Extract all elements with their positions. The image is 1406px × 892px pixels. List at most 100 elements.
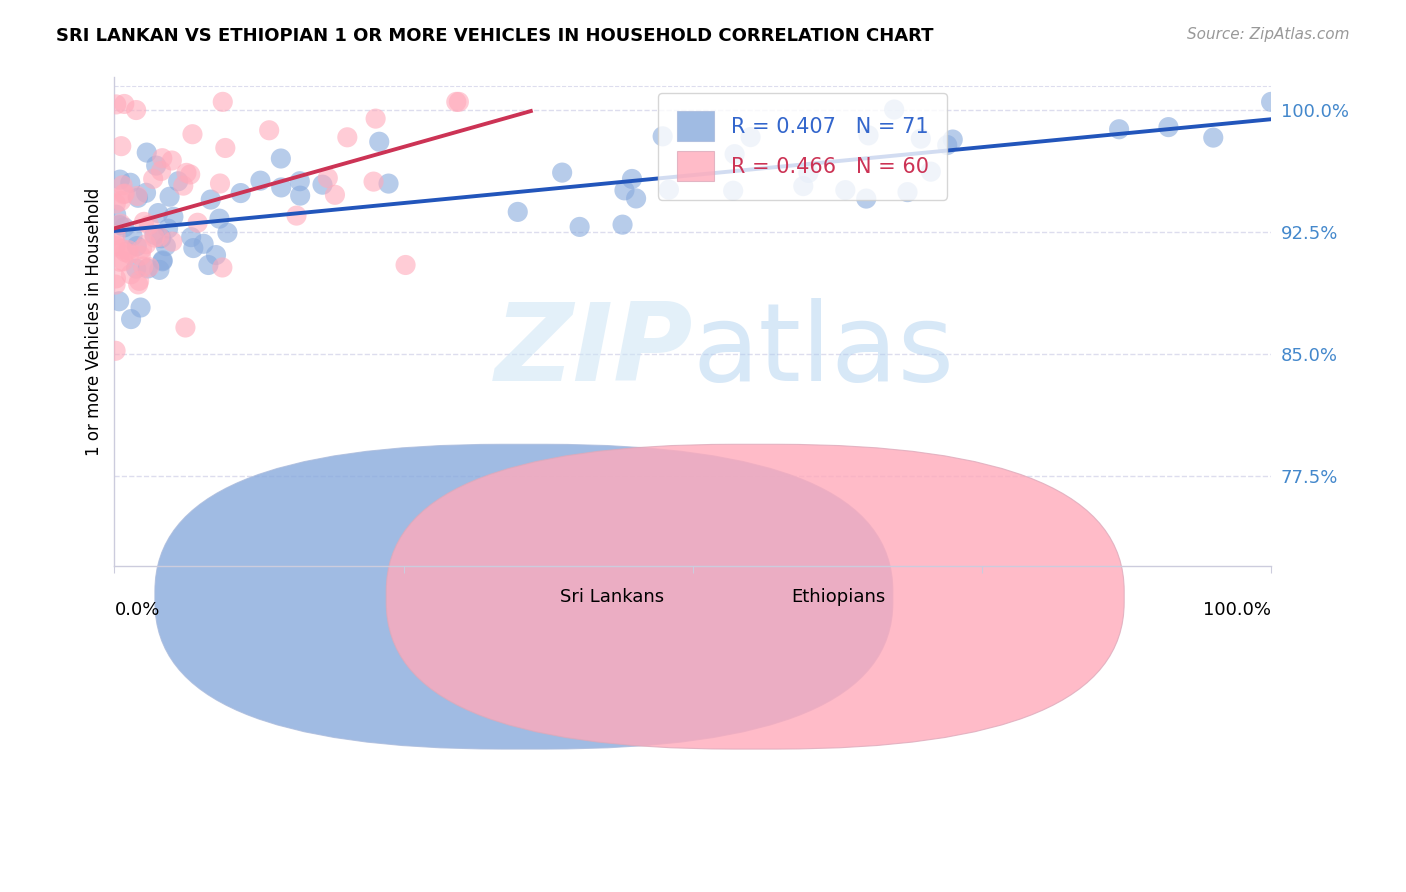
- Point: [896, 185, 918, 199]
- Point: [129, 301, 152, 315]
- Point: [160, 235, 183, 249]
- Point: [127, 189, 149, 203]
- Point: [121, 228, 143, 243]
- Point: [112, 220, 135, 235]
- Point: [1157, 120, 1180, 134]
- Point: [157, 221, 180, 235]
- Point: [368, 135, 391, 149]
- Point: [446, 95, 468, 109]
- Point: [197, 258, 219, 272]
- Point: [108, 218, 131, 232]
- Point: [120, 267, 142, 281]
- Point: [740, 130, 762, 145]
- Point: [910, 131, 932, 145]
- Point: [150, 151, 173, 165]
- Text: 0.0%: 0.0%: [114, 600, 160, 619]
- Point: [193, 236, 215, 251]
- Point: [1260, 95, 1282, 109]
- Point: [176, 166, 198, 180]
- Point: [167, 174, 190, 188]
- Point: [143, 230, 166, 244]
- Point: [104, 271, 127, 285]
- Point: [114, 186, 136, 201]
- Point: [883, 103, 905, 117]
- Point: [855, 192, 877, 206]
- Point: [723, 147, 745, 161]
- Point: [447, 95, 470, 109]
- Point: [112, 187, 135, 202]
- Legend: R = 0.407   N = 71, R = 0.466   N = 60: R = 0.407 N = 71, R = 0.466 N = 60: [658, 93, 948, 200]
- Point: [506, 205, 529, 219]
- FancyBboxPatch shape: [155, 444, 893, 749]
- Point: [105, 97, 128, 112]
- Point: [135, 237, 157, 252]
- Point: [205, 248, 228, 262]
- Point: [150, 164, 173, 178]
- Point: [920, 164, 942, 178]
- Point: [135, 145, 157, 160]
- Point: [108, 294, 131, 309]
- Point: [834, 183, 856, 197]
- Y-axis label: 1 or more Vehicles in Household: 1 or more Vehicles in Household: [86, 187, 103, 456]
- Point: [270, 180, 292, 194]
- Point: [181, 127, 204, 141]
- Point: [620, 172, 643, 186]
- Point: [211, 260, 233, 275]
- Point: [152, 253, 174, 268]
- Point: [110, 139, 132, 153]
- Point: [174, 320, 197, 334]
- Point: [125, 103, 148, 117]
- Point: [111, 242, 134, 256]
- Point: [135, 186, 157, 200]
- Point: [118, 247, 141, 261]
- Point: [128, 274, 150, 288]
- Point: [117, 243, 139, 257]
- Point: [257, 123, 280, 137]
- Point: [792, 179, 814, 194]
- Point: [797, 166, 820, 180]
- Point: [148, 263, 170, 277]
- Point: [138, 218, 160, 232]
- Point: [211, 95, 233, 109]
- Point: [288, 188, 311, 202]
- Point: [249, 174, 271, 188]
- Point: [936, 138, 959, 153]
- FancyBboxPatch shape: [387, 444, 1125, 749]
- Point: [551, 165, 574, 179]
- Point: [142, 172, 165, 186]
- Point: [120, 176, 142, 190]
- Point: [721, 184, 744, 198]
- Point: [138, 260, 160, 275]
- Point: [108, 254, 131, 268]
- Point: [1108, 122, 1130, 136]
- Point: [148, 230, 170, 244]
- Point: [208, 177, 231, 191]
- Point: [172, 178, 194, 193]
- Point: [131, 242, 153, 256]
- Text: Source: ZipAtlas.com: Source: ZipAtlas.com: [1187, 27, 1350, 42]
- Point: [112, 97, 135, 112]
- Point: [125, 239, 148, 253]
- Point: [612, 218, 634, 232]
- Point: [143, 227, 166, 242]
- Point: [1202, 130, 1225, 145]
- Text: atlas: atlas: [693, 298, 955, 404]
- Point: [110, 194, 132, 208]
- Point: [148, 206, 170, 220]
- Point: [145, 159, 167, 173]
- Point: [316, 171, 339, 186]
- Point: [152, 254, 174, 268]
- Point: [568, 219, 591, 234]
- Point: [104, 277, 127, 292]
- Point: [104, 343, 127, 358]
- Point: [942, 132, 965, 146]
- Point: [127, 191, 149, 205]
- Point: [270, 152, 292, 166]
- Text: SRI LANKAN VS ETHIOPIAN 1 OR MORE VEHICLES IN HOUSEHOLD CORRELATION CHART: SRI LANKAN VS ETHIOPIAN 1 OR MORE VEHICL…: [56, 27, 934, 45]
- Point: [394, 258, 416, 272]
- Point: [105, 208, 128, 222]
- Point: [132, 215, 155, 229]
- Point: [104, 196, 127, 211]
- Point: [104, 228, 127, 243]
- Point: [208, 211, 231, 226]
